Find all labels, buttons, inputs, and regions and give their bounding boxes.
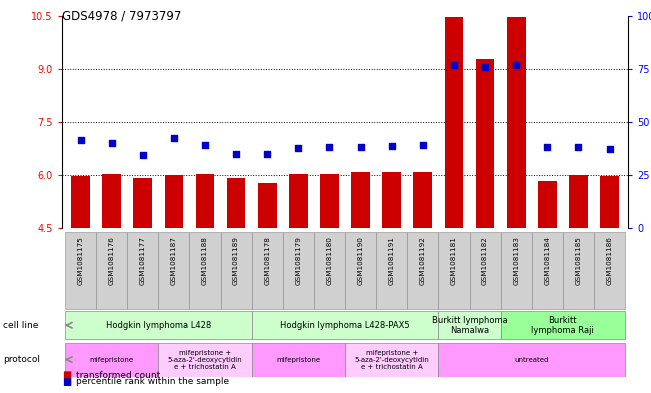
Bar (221, 232, 252, 309)
Point (106, 140, 117, 146)
Point (387, 143, 397, 149)
Text: GSM1081189: GSM1081189 (233, 236, 239, 285)
Bar (438, 232, 469, 309)
Bar (476, 59, 494, 228)
Bar (352, 173, 370, 228)
Bar (376, 232, 408, 309)
Text: protocol: protocol (3, 355, 40, 364)
Bar (532, 232, 563, 309)
Bar (289, 174, 308, 228)
Bar (507, 17, 525, 228)
Bar (283, 232, 314, 309)
Text: GSM1081191: GSM1081191 (389, 236, 395, 285)
Bar (413, 172, 432, 228)
Bar (501, 311, 625, 339)
Bar (65, 232, 96, 309)
Bar (71, 176, 90, 228)
Point (262, 151, 272, 157)
Bar (600, 176, 619, 228)
Text: cell line: cell line (3, 321, 38, 330)
Text: GSM1081178: GSM1081178 (264, 236, 270, 285)
Point (76, 136, 86, 143)
Bar (258, 183, 277, 228)
Text: GSM1081182: GSM1081182 (482, 236, 488, 285)
Bar (102, 174, 121, 228)
Text: Hodgkin lymphoma L428: Hodgkin lymphoma L428 (105, 321, 211, 330)
Bar (382, 173, 401, 228)
Bar (252, 311, 438, 339)
Bar (314, 232, 345, 309)
Text: GSM1081183: GSM1081183 (513, 236, 519, 285)
Text: GSM1081180: GSM1081180 (326, 236, 333, 285)
Bar (563, 232, 594, 309)
Bar (408, 232, 438, 309)
Point (293, 145, 303, 151)
Text: GSM1081179: GSM1081179 (296, 236, 301, 285)
Bar (65, 343, 158, 376)
Text: mifepristone: mifepristone (90, 356, 133, 363)
Bar (469, 232, 501, 309)
Text: Burkitt
lymphoma Raji: Burkitt lymphoma Raji (531, 316, 594, 335)
Bar (594, 232, 625, 309)
Text: GSM1081188: GSM1081188 (202, 236, 208, 285)
Bar (158, 232, 189, 309)
Point (200, 142, 210, 148)
Bar (320, 174, 339, 228)
Point (574, 144, 584, 151)
Point (418, 142, 428, 148)
Text: mifepristone +
5-aza-2'-deoxycytidin
e + trichostatin A: mifepristone + 5-aza-2'-deoxycytidin e +… (167, 350, 242, 369)
Text: ■: ■ (62, 370, 71, 380)
Point (511, 62, 521, 68)
Bar (345, 232, 376, 309)
Text: GSM1081177: GSM1081177 (140, 236, 146, 285)
Text: mifepristone: mifepristone (276, 356, 320, 363)
Text: GSM1081190: GSM1081190 (357, 236, 364, 285)
Text: GSM1081181: GSM1081181 (451, 236, 457, 285)
Text: untreated: untreated (514, 356, 549, 363)
Bar (158, 343, 252, 376)
Point (324, 143, 335, 150)
Bar (445, 17, 464, 228)
Text: GSM1081185: GSM1081185 (575, 236, 581, 285)
Point (355, 143, 366, 150)
Text: GSM1081184: GSM1081184 (544, 236, 550, 285)
Bar (501, 232, 532, 309)
Bar (96, 232, 127, 309)
Bar (227, 178, 245, 228)
Text: ■: ■ (62, 377, 71, 387)
Text: transformed count: transformed count (76, 371, 160, 380)
Point (231, 151, 242, 157)
Bar (196, 174, 214, 228)
Point (137, 152, 148, 159)
Point (449, 62, 459, 68)
Text: GSM1081186: GSM1081186 (607, 236, 613, 285)
Bar (165, 174, 183, 228)
Text: mifepristone +
5-aza-2'-deoxycytidin
e + trichostatin A: mifepristone + 5-aza-2'-deoxycytidin e +… (354, 350, 429, 369)
Text: GSM1081187: GSM1081187 (171, 236, 177, 285)
Bar (345, 343, 438, 376)
Point (169, 134, 179, 141)
Bar (252, 343, 345, 376)
Text: Burkitt lymphoma
Namalwa: Burkitt lymphoma Namalwa (432, 316, 507, 335)
Bar (65, 311, 252, 339)
Bar (252, 232, 283, 309)
Point (480, 64, 490, 70)
Bar (133, 178, 152, 228)
Bar (538, 181, 557, 228)
Text: GSM1081176: GSM1081176 (109, 236, 115, 285)
Bar (189, 232, 221, 309)
Text: percentile rank within the sample: percentile rank within the sample (76, 378, 229, 386)
Text: GSM1081192: GSM1081192 (420, 236, 426, 285)
Point (604, 146, 615, 152)
Bar (438, 311, 501, 339)
Text: GDS4978 / 7973797: GDS4978 / 7973797 (62, 10, 181, 23)
Text: GSM1081175: GSM1081175 (77, 236, 83, 285)
Bar (438, 343, 625, 376)
Bar (127, 232, 158, 309)
Point (542, 144, 553, 151)
Text: Hodgkin lymphoma L428-PAX5: Hodgkin lymphoma L428-PAX5 (280, 321, 410, 330)
Bar (569, 175, 588, 228)
